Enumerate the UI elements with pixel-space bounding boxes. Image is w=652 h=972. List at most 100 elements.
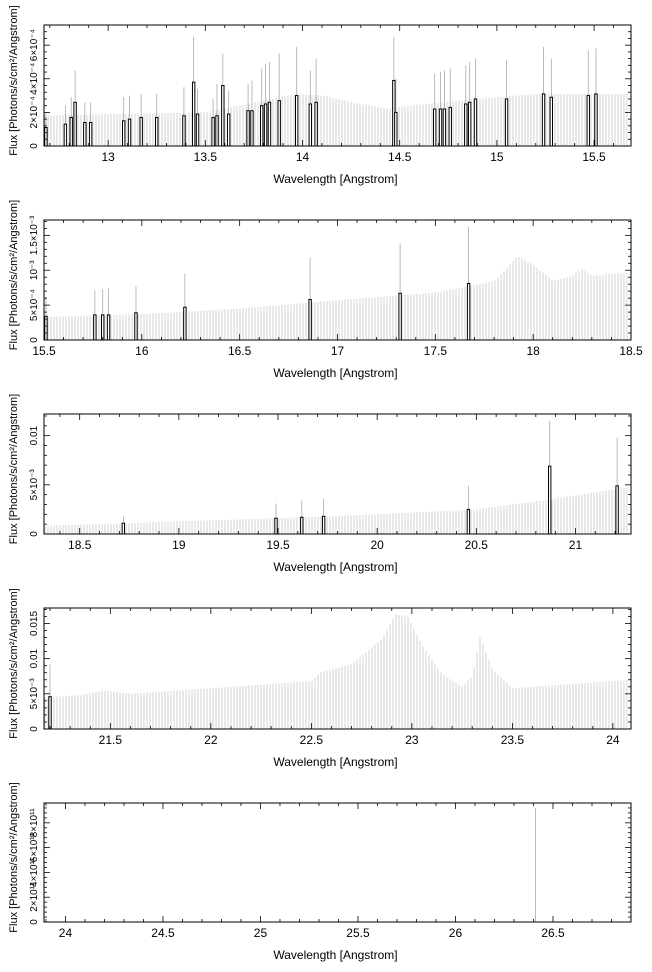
x-tick-label: 24.5 xyxy=(151,926,175,940)
y-tick-label: 1.5×10⁻³ xyxy=(29,215,40,255)
x-tick-label: 15.5 xyxy=(32,344,56,358)
emission-line-bar xyxy=(466,282,471,341)
y-axis-label: Flux [Photons/s/cm²/Angstrom] xyxy=(8,782,20,932)
emission-line-bar xyxy=(101,314,105,341)
x-axis-label: Wavelength [Angstrom] xyxy=(273,755,397,769)
emission-line-bar xyxy=(93,314,97,341)
x-tick-label: 21 xyxy=(569,538,583,552)
emission-line-bar xyxy=(106,314,111,341)
y-tick-label: 0.01 xyxy=(29,648,40,668)
emission-line-bar xyxy=(274,517,278,535)
emission-line-bar xyxy=(127,118,132,147)
emission-line-bar xyxy=(541,93,546,147)
emission-line-bar xyxy=(195,113,200,147)
emission-line-bar xyxy=(442,108,447,147)
y-tick-label: 5×10⁻⁴ xyxy=(29,289,40,321)
emission-line-bar xyxy=(88,121,93,147)
x-tick-label: 24 xyxy=(59,926,73,940)
y-tick-label: 0.01 xyxy=(29,425,40,445)
emission-line-bar xyxy=(155,116,159,147)
y-tick-label: 6×10¹¹ xyxy=(29,832,40,862)
x-tick-label: 16.5 xyxy=(228,344,252,358)
x-tick-label: 17.5 xyxy=(424,344,448,358)
emission-line-bar xyxy=(48,696,52,730)
x-axis-label: Wavelength [Angstrom] xyxy=(273,948,397,962)
x-tick-label: 16 xyxy=(135,344,149,358)
y-tick-label: 8×10¹¹ xyxy=(29,808,40,838)
y-axis-label: Flux [Photons/s/cm²/Angstrom] xyxy=(8,394,20,544)
emission-line-bar xyxy=(73,101,77,147)
x-tick-label: 18 xyxy=(526,344,540,358)
emission-line-bar xyxy=(183,306,187,341)
emission-line-bar xyxy=(121,120,126,147)
y-tick-label: 0 xyxy=(29,726,40,732)
continuum-bars xyxy=(44,614,628,729)
x-tick-label: 20.5 xyxy=(465,538,489,552)
emission-line-bar xyxy=(121,522,126,535)
x-tick-label: 15.5 xyxy=(582,150,606,164)
x-tick-label: 20 xyxy=(370,538,384,552)
emission-line-bar xyxy=(473,98,478,147)
emission-line-bar xyxy=(464,103,468,147)
emission-line-bar xyxy=(594,93,598,147)
plot-frame xyxy=(43,802,632,923)
emission-line-bar xyxy=(394,111,398,147)
y-tick-label: 4×10¹¹ xyxy=(29,857,40,887)
x-axis-label: Wavelength [Angstrom] xyxy=(273,366,397,380)
plot-frame xyxy=(43,607,632,730)
x-tick-label: 26.5 xyxy=(541,926,565,940)
x-tick-label: 23.5 xyxy=(501,733,525,747)
emission-line-bar xyxy=(226,113,231,147)
emission-line-bar xyxy=(215,115,219,147)
panel-1: 13 13.5 14 14.5 15 15.5 0 2×10⁻⁴4×10⁻⁴ 6×10⁻⁴ Wav… xyxy=(8,5,632,186)
emission-line-bar xyxy=(69,116,73,147)
x-tick-label: 13 xyxy=(101,150,115,164)
x-tick-label: 24 xyxy=(606,733,620,747)
emission-line-bar xyxy=(308,103,312,147)
emission-line-bar xyxy=(211,116,215,147)
y-tick-label: 0 xyxy=(29,337,40,343)
y-axis-label: Flux [Photons/s/cm²/Angstrom] xyxy=(8,588,20,738)
y-tick-label: 0 xyxy=(29,531,40,537)
emission-line-bar xyxy=(467,101,472,147)
y-axis-label: Flux [Photons/s/cm²/Angstrom] xyxy=(8,5,20,155)
panel-3: 18.5 19 19.5 20 20.5 21 0 5×10⁻³ 0.01 Wavelength … xyxy=(8,394,632,574)
emission-line-bar xyxy=(277,100,281,147)
continuum-bars xyxy=(44,93,628,146)
emission-line-bar xyxy=(246,110,250,147)
emission-line-bar xyxy=(44,127,48,147)
emission-line-bar xyxy=(263,103,268,147)
emission-line-bar xyxy=(549,96,554,147)
y-tick-label: 4×10⁻⁴ xyxy=(29,63,40,95)
emission-line-bar xyxy=(250,110,254,147)
emission-line-bar xyxy=(267,101,272,147)
x-tick-label: 25 xyxy=(254,926,268,940)
x-tick-label: 23 xyxy=(405,733,419,747)
x-tick-label: 13.5 xyxy=(194,150,218,164)
y-tick-label: 2×10¹¹ xyxy=(29,882,40,912)
x-tick-label: 26 xyxy=(449,926,463,940)
emission-line-bar xyxy=(504,98,509,147)
y-tick-label: 0.015 xyxy=(29,611,40,636)
emission-line-bar xyxy=(300,516,304,535)
emission-line-bar xyxy=(308,299,312,341)
emission-line-bar xyxy=(547,465,552,535)
emission-line-bar xyxy=(615,485,619,535)
emission-line-bar xyxy=(314,101,318,147)
emission-line-bar xyxy=(466,508,471,535)
y-tick-label: 2×10⁻⁴ xyxy=(29,96,40,128)
continuum-bars xyxy=(44,487,628,534)
y-tick-label: 5×10⁻³ xyxy=(29,678,40,710)
x-tick-label: 22 xyxy=(204,733,218,747)
y-tick-label: 0 xyxy=(29,143,40,149)
y-tick-label: 6×10⁻⁴ xyxy=(29,29,40,61)
emission-line-bar xyxy=(134,312,138,341)
x-tick-label: 21.5 xyxy=(99,733,123,747)
x-tick-label: 22.5 xyxy=(300,733,324,747)
x-axis-label: Wavelength [Angstrom] xyxy=(273,172,397,186)
panel-4: 21.5 22 22.5 23 23.5 24 0 5×10⁻³ 0.01 0.015 Wavele… xyxy=(8,588,632,769)
emission-line-bar xyxy=(182,115,186,147)
emission-line-bar xyxy=(44,315,48,341)
y-axis-label: Flux [Photons/s/cm²/Angstrom] xyxy=(8,200,20,350)
